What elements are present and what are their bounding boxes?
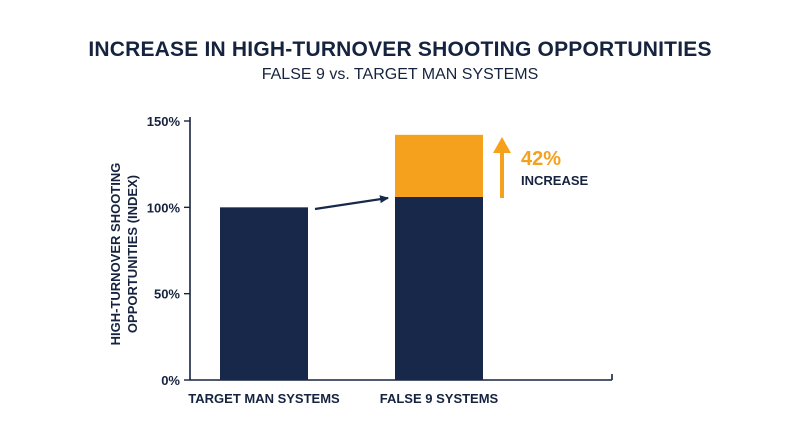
y-tick-label: 100% — [147, 200, 181, 215]
bar-base — [395, 196, 483, 380]
increase-arrow-head — [493, 137, 511, 153]
bar-base — [220, 207, 308, 380]
y-tick-label: 50% — [154, 287, 180, 302]
y-axis-label: HIGH-TURNOVER SHOOTING OPPORTUNITIES (IND… — [108, 163, 140, 346]
y-tick-label: 150% — [147, 114, 181, 129]
chart-subtitle: FALSE 9 vs. TARGET MAN SYSTEMS — [261, 66, 539, 83]
annotation-value: 42% — [521, 148, 561, 170]
comparison-arrow — [314, 195, 389, 211]
x-category-label: FALSE 9 SYSTEMS — [380, 391, 499, 406]
bar-increase-segment — [395, 134, 483, 197]
chart-title: INCREASE IN HIGH-TURNOVER SHOOTING OPPOR… — [88, 38, 712, 61]
y-tick-label: 0% — [161, 373, 180, 388]
x-category-label: TARGET MAN SYSTEMS — [188, 391, 340, 406]
annotation-text: INCREASE — [521, 173, 589, 188]
